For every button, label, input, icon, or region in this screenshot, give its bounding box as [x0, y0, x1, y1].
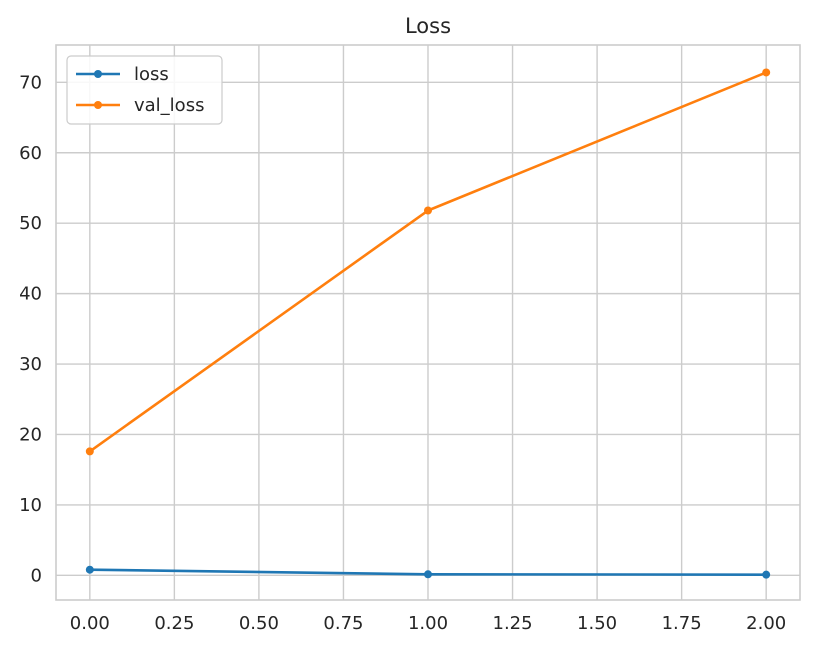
x-tick-label: 0.50 — [239, 613, 279, 634]
data-point — [85, 447, 94, 456]
y-tick-label: 0 — [31, 565, 42, 586]
y-tick-label: 30 — [19, 354, 42, 375]
x-tick-label: 2.00 — [746, 613, 786, 634]
x-tick-label: 0.00 — [70, 613, 110, 634]
y-tick-label: 20 — [19, 424, 42, 445]
data-point — [424, 206, 432, 215]
y-tick-label: 70 — [19, 72, 42, 93]
x-tick-label: 0.75 — [323, 613, 363, 634]
x-tick-label: 1.00 — [408, 613, 448, 634]
legend-swatch-marker — [94, 70, 102, 78]
data-point — [762, 570, 771, 579]
x-tick-label: 1.50 — [577, 613, 617, 634]
y-tick-label: 10 — [19, 495, 42, 516]
legend: loss val_loss — [66, 55, 223, 125]
data-point — [85, 565, 94, 574]
series-lines — [85, 68, 771, 579]
legend-swatch-marker — [94, 101, 102, 109]
y-tick-label: 40 — [19, 284, 42, 305]
x-tick-label: 0.25 — [154, 613, 194, 634]
plot-frame — [55, 44, 801, 601]
tick-labels: 0.00 0.25 0.50 0.75 1.00 1.25 1.50 1.75 2.00 0 10 2… — [19, 72, 786, 634]
x-tick-label: 1.75 — [662, 613, 702, 634]
legend-label: val_loss — [134, 95, 204, 116]
grid — [56, 45, 800, 600]
x-tick-label: 1.25 — [493, 613, 533, 634]
y-tick-label: 60 — [19, 143, 42, 164]
data-point — [762, 68, 771, 77]
y-tick-label: 50 — [19, 213, 42, 234]
data-point — [424, 570, 432, 579]
chart-title: Loss — [405, 14, 451, 38]
legend-item: val_loss — [76, 95, 204, 116]
legend-label: loss — [134, 64, 169, 85]
series-val-loss — [85, 68, 771, 456]
series-loss — [85, 565, 771, 579]
legend-item: loss — [76, 64, 169, 85]
